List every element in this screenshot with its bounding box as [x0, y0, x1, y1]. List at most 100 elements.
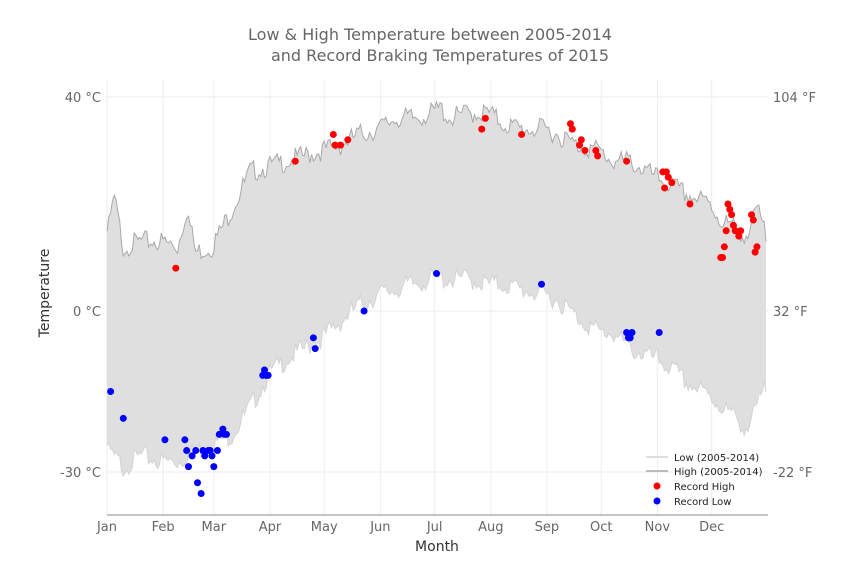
y-tick-labels-left: 40 °C 0 °C -30 °C: [60, 91, 101, 481]
record-low-point: [311, 345, 319, 353]
record-high-point: [662, 168, 670, 176]
record-high-point: [481, 114, 489, 122]
legend-record-low-label: Record Low: [674, 497, 731, 508]
record-high-point: [581, 147, 589, 154]
record-low-point: [433, 270, 440, 278]
record-high-point: [664, 173, 672, 181]
record-high-point: [568, 125, 576, 133]
record-high-point: [592, 147, 600, 154]
record-high-point: [668, 179, 676, 187]
record-low-point: [107, 388, 115, 395]
y-tick-right-0: 104 °F: [773, 91, 816, 106]
y-tick-right-2: -22 °F: [773, 466, 812, 481]
record-low-point: [628, 328, 636, 336]
legend-record-low-marker: [653, 497, 661, 505]
record-low-point: [655, 328, 663, 336]
record-low-point: [183, 447, 191, 455]
record-high-point: [720, 243, 728, 251]
record-high-point: [594, 152, 602, 160]
record-low-point: [188, 452, 196, 460]
record-high-point: [576, 141, 584, 149]
x-tick-oct: Oct: [590, 520, 612, 535]
y-tick-left-0: 40 °C: [65, 91, 101, 106]
legend-high-label: High (2005-2014): [674, 467, 763, 478]
record-high-point: [728, 211, 736, 219]
y-tick-right-1: 32 °F: [773, 305, 808, 320]
record-high-point: [337, 141, 345, 149]
x-axis-label: Month: [415, 539, 459, 555]
record-high-point: [686, 200, 694, 208]
x-tick-aug: Aug: [478, 520, 503, 535]
x-tick-may: May: [311, 520, 338, 535]
record-high-point: [566, 120, 574, 128]
record-high-point: [291, 157, 299, 165]
x-tick-jan: Jan: [96, 520, 117, 535]
record-low-point: [199, 447, 207, 455]
record-high-point: [729, 221, 737, 229]
legend: Low (2005-2014) High (2005-2014) Record …: [646, 453, 763, 508]
record-low-point: [119, 414, 127, 422]
chart-title-line-1: Low & High Temperature between 2005-2014: [248, 25, 612, 44]
x-tick-dec: Dec: [699, 520, 724, 535]
record-high-point: [719, 254, 727, 261]
record-high-point: [623, 157, 631, 165]
record-low-point: [208, 452, 216, 460]
temperature-range-band: [107, 101, 766, 476]
x-tick-jun: Jun: [369, 520, 390, 535]
record-low-point: [360, 307, 368, 315]
record-high-point: [661, 184, 669, 192]
record-high-point: [722, 227, 730, 235]
record-high-point: [748, 211, 756, 219]
record-high-point: [478, 125, 486, 133]
legend-record-high-marker: [653, 482, 661, 490]
y-tick-left-1: 0 °C: [73, 305, 101, 320]
record-high-point: [331, 141, 339, 149]
record-low-point: [264, 371, 272, 379]
record-low-point: [538, 280, 546, 288]
record-high-point: [731, 227, 739, 235]
x-tick-jul: Jul: [426, 520, 443, 535]
record-low-point: [201, 452, 209, 460]
record-high-point: [726, 205, 734, 213]
high-temperature-line: [106, 100, 767, 260]
x-tick-apr: Apr: [259, 520, 282, 535]
record-high-point: [751, 248, 759, 256]
y-tick-left-2: -30 °C: [60, 466, 101, 481]
record-low-point: [309, 334, 317, 342]
record-low-points: [107, 270, 663, 497]
record-low-point: [194, 479, 202, 487]
x-tick-nov: Nov: [645, 520, 671, 535]
x-tick-feb: Feb: [152, 520, 175, 535]
record-low-point: [626, 334, 634, 342]
x-tick-mar: Mar: [202, 520, 227, 535]
record-low-point: [215, 430, 223, 438]
record-low-point: [184, 463, 192, 471]
x-tick-labels: Jan Feb Mar Apr May Jun Jul Aug Sep Oct Nov Dec: [96, 520, 724, 535]
record-low-point: [197, 489, 205, 497]
record-high-point: [329, 130, 337, 138]
record-low-point: [261, 366, 269, 374]
record-high-points: [172, 114, 761, 272]
record-low-point: [192, 447, 200, 455]
legend-low-label: Low (2005-2014): [674, 453, 759, 464]
x-tick-sep: Sep: [535, 520, 560, 535]
record-low-point: [210, 463, 218, 471]
record-high-point: [749, 216, 757, 224]
record-high-point: [172, 264, 180, 272]
y-axis-label: Temperature: [37, 249, 53, 339]
record-high-point: [344, 136, 352, 144]
record-low-point: [161, 436, 169, 444]
record-high-point: [735, 232, 743, 240]
record-high-point: [518, 130, 526, 138]
record-low-point: [222, 430, 230, 438]
record-low-point: [623, 328, 631, 336]
record-high-point: [753, 243, 761, 251]
record-high-point: [737, 227, 745, 235]
record-high-point: [577, 136, 585, 144]
record-low-point: [219, 425, 227, 433]
record-low-point: [206, 447, 214, 455]
legend-record-high-label: Record High: [674, 482, 735, 493]
record-low-point: [213, 447, 221, 455]
record-low-point: [181, 436, 189, 444]
